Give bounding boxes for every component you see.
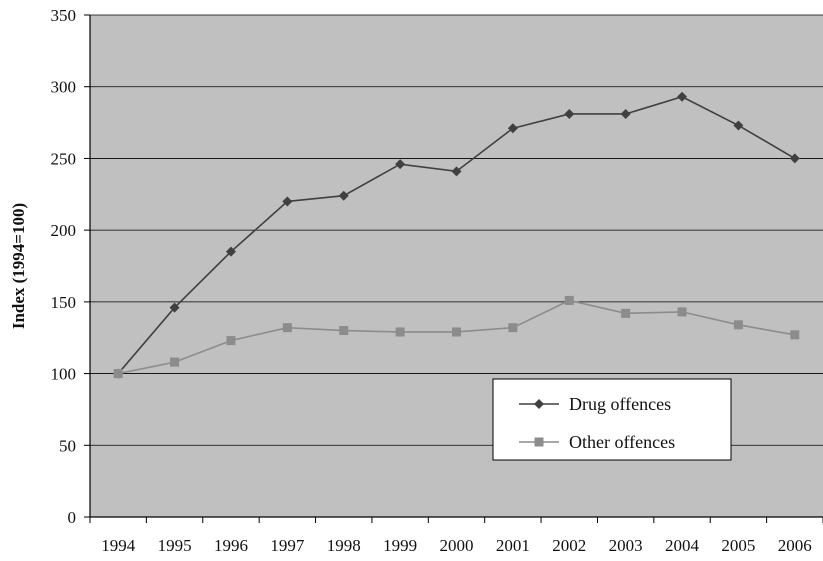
legend-marker-drug-offences [534,399,544,409]
data-point-drug-offences-2004 [677,91,688,102]
x-tick-label-2002: 2002 [552,536,586,555]
data-point-drug-offences-1995 [169,302,180,313]
data-point-other-offences-1994 [113,369,123,379]
y-tick-label-350: 350 [51,6,77,25]
data-point-other-offences-1999 [395,327,405,337]
data-point-other-offences-2005 [733,320,743,330]
y-tick-label-150: 150 [51,293,77,312]
x-tick-label-1994: 1994 [101,536,136,555]
data-point-drug-offences-2003 [620,108,631,119]
data-point-other-offences-1995 [170,357,180,367]
data-point-drug-offences-2000 [451,166,462,177]
x-tick-label-2004: 2004 [665,536,700,555]
data-point-drug-offences-2002 [564,108,575,119]
y-tick-label-250: 250 [51,149,77,168]
legend-marker-other-offences [534,437,544,447]
data-point-drug-offences-2001 [507,123,518,134]
x-tick-label-2005: 2005 [721,536,755,555]
data-point-other-offences-2003 [621,308,631,318]
x-axis-ticks: 1994 1995 1996 1997 1998 1999 2000 2001 2002 2003… [89,517,823,555]
series-layer [113,91,800,379]
data-point-drug-offences-1996 [225,246,236,257]
y-tick-label-50: 50 [59,436,76,455]
x-tick-label-1998: 1998 [327,536,361,555]
data-point-drug-offences-2005 [733,120,744,131]
data-point-other-offences-2004 [677,307,687,317]
y-tick-label-300: 300 [51,78,77,97]
data-point-other-offences-2006 [790,330,800,340]
data-point-drug-offences-2006 [789,153,800,164]
x-tick-label-1996: 1996 [214,536,248,555]
legend: Drug offences Other offences [492,378,732,461]
y-tick-label-100: 100 [51,365,77,384]
gridlines [90,14,823,446]
data-point-other-offences-1996 [226,336,236,346]
x-tick-label-1997: 1997 [270,536,305,555]
data-point-other-offences-2000 [452,327,461,337]
y-axis-title: Index (1994=100) [9,203,28,329]
axes [89,15,823,518]
legend-label-other-offences: Other offences [569,432,675,452]
x-tick-label-2006: 2006 [778,536,812,555]
data-point-drug-offences-1998 [338,190,349,201]
legend-label-drug-offences: Drug offences [569,394,671,414]
x-tick-label-2003: 2003 [609,536,643,555]
series-drug-offences [113,91,800,379]
series-other-offences [113,295,800,379]
x-tick-label-1995: 1995 [158,536,192,555]
legend-box [492,378,732,461]
data-point-other-offences-1997 [282,323,292,333]
data-point-drug-offences-1999 [395,159,406,170]
x-tick-label-2001: 2001 [496,536,530,555]
x-tick-label-2000: 2000 [440,536,474,555]
y-tick-label-200: 200 [51,221,77,240]
data-point-other-offences-2002 [564,295,574,305]
y-tick-label-0: 0 [68,508,77,527]
data-point-drug-offences-1997 [282,196,293,207]
data-point-other-offences-2001 [508,323,518,333]
x-tick-label-1999: 1999 [383,536,417,555]
data-point-other-offences-1998 [339,326,349,336]
y-axis-ticks: 0 50 100 150 200 250 300 350 [51,6,90,527]
